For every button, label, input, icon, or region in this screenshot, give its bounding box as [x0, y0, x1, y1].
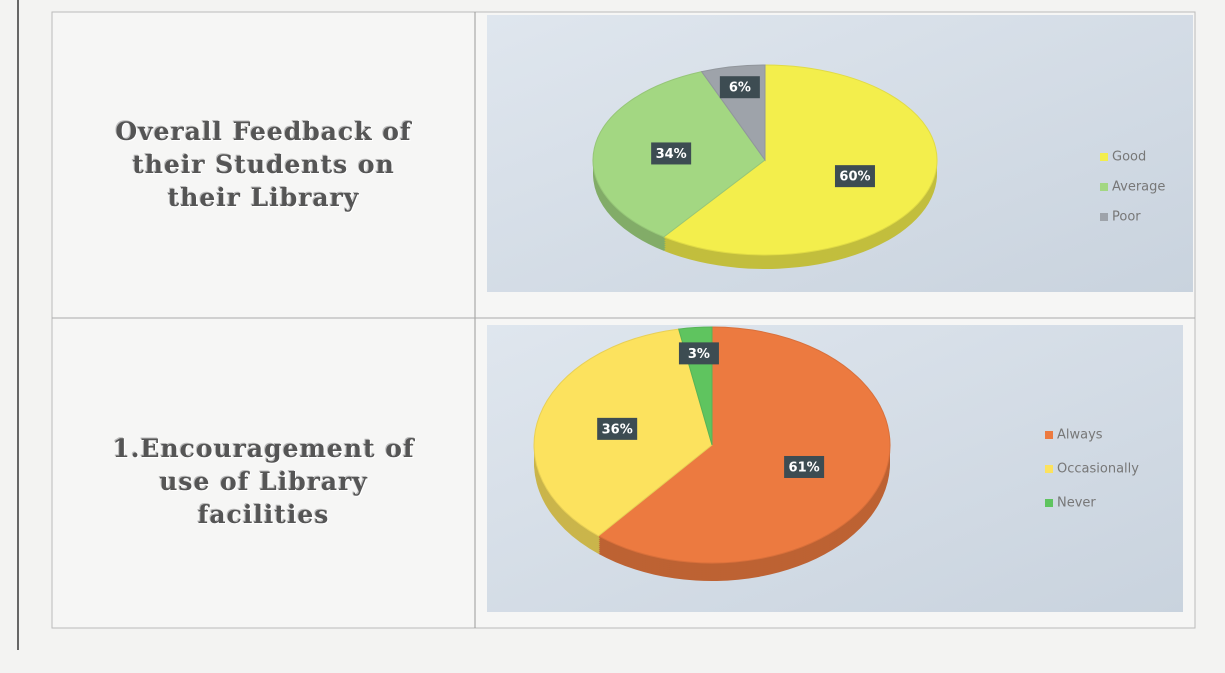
legend-swatch — [1045, 431, 1053, 439]
data-label: 34% — [656, 147, 687, 162]
data-label: 6% — [729, 81, 751, 96]
row-label: 1.Encouragement of use of Library facili… — [112, 434, 415, 529]
data-label: 61% — [789, 460, 820, 475]
legend-swatch — [1045, 465, 1053, 473]
data-label-box — [678, 342, 719, 365]
pie-slice — [597, 326, 891, 564]
data-label: 36% — [602, 422, 633, 437]
legend-label: Always — [1057, 428, 1103, 443]
data-label-box — [651, 142, 692, 165]
legend-label: Poor — [1112, 210, 1141, 225]
legend-swatch — [1100, 183, 1108, 191]
row-label: Overall Feedback of their Students on th… — [115, 117, 412, 212]
data-label-box — [834, 165, 875, 188]
legend-label: Average — [1112, 180, 1165, 195]
legend-swatch — [1100, 213, 1108, 221]
pie-slice — [662, 64, 938, 256]
data-label: 60% — [839, 170, 870, 185]
legend-label: Occasionally — [1057, 462, 1139, 477]
data-label: 3% — [688, 347, 710, 362]
legend-swatch — [1100, 153, 1108, 161]
legend-swatch — [1045, 499, 1053, 507]
data-label-box — [784, 455, 825, 478]
data-label-box — [719, 76, 760, 99]
data-label-box — [597, 417, 638, 440]
legend-label: Never — [1057, 496, 1096, 511]
legend-label: Good — [1112, 150, 1146, 165]
